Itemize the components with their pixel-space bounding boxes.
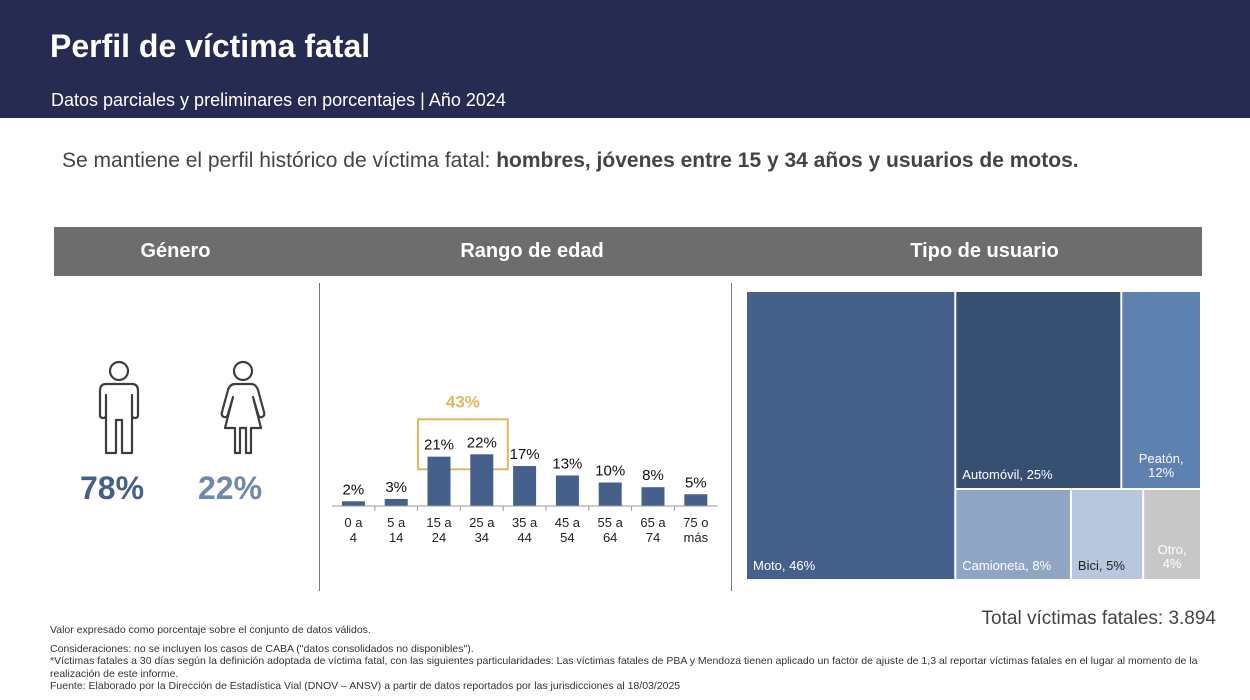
treemap-cell-automóvil — [956, 292, 1121, 489]
age-tick-label: 65 a 74 — [640, 515, 666, 545]
female-percentage: 22% — [198, 470, 263, 506]
footnotes: Valor expresado como porcentaje sobre el… — [50, 624, 1240, 693]
separator-line — [731, 283, 732, 591]
treemap-label: Peatón, 12% — [1139, 451, 1184, 480]
age-bar-value-label: 5% — [685, 474, 707, 491]
page-subtitle: Datos parciales y preliminares en porcen… — [51, 90, 506, 110]
age-bar-value-label: 3% — [385, 479, 407, 496]
headline-plain: Se mantiene el perfil histórico de vícti… — [62, 149, 497, 172]
treemap-label: Automóvil, 25% — [962, 467, 1053, 482]
age-bar — [384, 498, 408, 506]
section-header-rango-edad: Rango de edad — [297, 227, 767, 276]
age-bar-value-label: 21% — [424, 437, 454, 454]
note-valor: Valor expresado como porcentaje sobre el… — [50, 624, 371, 636]
age-tick-label: 15 a 24 — [426, 515, 452, 545]
treemap-cell-otro — [1144, 490, 1200, 579]
age-tick-label: 55 a 64 — [598, 515, 624, 545]
treemap-label: Camioneta, 8% — [962, 558, 1051, 573]
treemap-label: Bici, 5% — [1078, 558, 1125, 573]
headline-bold: hombres, jóvenes entre 15 y 34 años y us… — [496, 149, 1079, 172]
age-tick-label: 5 a 14 — [387, 515, 406, 545]
female-icon — [220, 360, 266, 455]
age-bar-value-label: 8% — [642, 467, 664, 484]
treemap-label: Otro, 4% — [1158, 542, 1187, 571]
note-victimas: *Víctimas fatales a 30 días según la def… — [50, 655, 1198, 680]
total-victims: Total víctimas fatales: 3.894 — [981, 608, 1216, 629]
age-bar — [470, 454, 494, 506]
treemap-cell-moto — [747, 292, 955, 579]
user-type-treemap: Moto, 46% Automóvil, 25% Peatón, 12% Camione… — [747, 292, 1200, 579]
age-bar — [341, 501, 365, 506]
age-bar — [427, 456, 451, 506]
age-bar — [513, 466, 537, 506]
age-bar-value-label: 17% — [510, 446, 540, 463]
treemap-cell-bici — [1071, 490, 1143, 579]
age-bar — [684, 494, 708, 506]
note-fuente: Fuente: Elaborado por la Dirección de Es… — [50, 680, 681, 692]
treemap-label: Moto, 46% — [753, 558, 816, 573]
separator-line — [319, 283, 320, 591]
age-bar — [555, 475, 579, 506]
age-tick-label: 35 a 44 — [512, 515, 538, 545]
male-icon — [98, 360, 140, 455]
age-bar-value-label: 13% — [552, 455, 582, 472]
age-range-chart: 43% 2% 0 a 4 3% 5 a 14 21% 15 a 24 22% 25 a 34 17% 35 … — [332, 392, 718, 545]
age-tick-label: 75 o más — [683, 515, 708, 545]
treemap-cell-camioneta — [956, 490, 1070, 579]
age-bar-value-label: 10% — [595, 463, 625, 480]
age-bar-value-label: 2% — [343, 481, 365, 498]
age-tick-label: 45 a 54 — [555, 515, 581, 545]
header-banner: Perfil de víctima fatal Datos parciales … — [0, 0, 1250, 118]
age-tick-label: 25 a 34 — [469, 515, 495, 545]
section-header-tipo-usuario: Tipo de usuario — [767, 227, 1202, 276]
note-consideraciones: Consideraciones: no se incluyen los caso… — [50, 642, 474, 655]
treemap-cell-peatón — [1122, 292, 1200, 489]
male-percentage: 78% — [80, 470, 145, 506]
highlight-label: 43% — [446, 392, 480, 411]
age-bar — [598, 482, 622, 506]
page-title: Perfil de víctima fatal — [50, 28, 371, 64]
highlight-box — [417, 418, 509, 471]
age-bar-value-label: 22% — [467, 434, 497, 451]
headline: Se mantiene el perfil histórico de vícti… — [62, 148, 1192, 174]
age-bar — [641, 487, 665, 506]
section-header-genero: Género — [54, 227, 297, 276]
